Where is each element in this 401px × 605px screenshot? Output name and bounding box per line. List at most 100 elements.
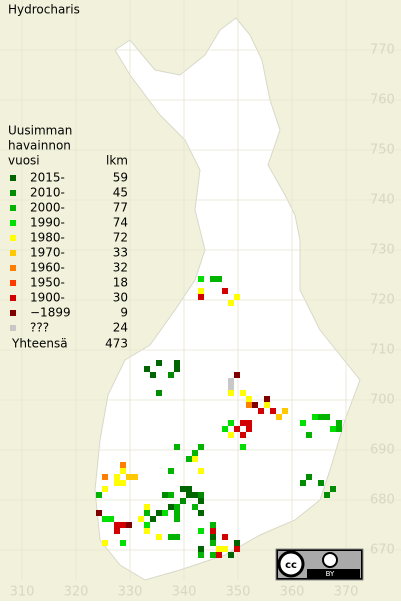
observation-square: [246, 396, 252, 402]
observation-square: [318, 480, 324, 486]
observation-square: [114, 474, 120, 480]
observation-square: [186, 486, 192, 492]
observation-square: [234, 426, 240, 432]
observation-square: [96, 510, 102, 516]
observation-square: [228, 378, 234, 384]
legend-swatch: [10, 205, 16, 211]
observation-square: [114, 480, 120, 486]
observation-square: [168, 504, 174, 510]
x-axis-label: 350: [226, 585, 251, 600]
legend-label: 1950-: [30, 276, 65, 290]
cc-text: cc: [285, 560, 297, 571]
legend-count: 9: [120, 306, 128, 320]
observation-square: [144, 366, 150, 372]
legend-swatch: [10, 295, 16, 301]
observation-square: [198, 492, 204, 498]
x-axis-label: 370: [334, 585, 359, 600]
observation-square: [258, 408, 264, 414]
observation-square: [216, 552, 222, 558]
legend-heading: Uusimman: [8, 124, 72, 138]
legend-swatch: [10, 280, 16, 286]
observation-square: [198, 498, 204, 504]
observation-square: [210, 528, 216, 534]
observation-square: [144, 528, 150, 534]
observation-square: [198, 294, 204, 300]
observation-square: [210, 552, 216, 558]
observation-square: [306, 432, 312, 438]
by-icon: [322, 552, 338, 568]
observation-square: [198, 510, 204, 516]
y-axis-label: 760: [370, 93, 395, 108]
observation-square: [174, 366, 180, 372]
observation-square: [120, 480, 126, 486]
y-axis-label: 770: [370, 43, 395, 58]
observation-square: [174, 504, 180, 510]
legend-label: 2000-: [30, 201, 65, 215]
observation-square: [162, 492, 168, 498]
legend-label: −1899: [30, 306, 71, 320]
observation-square: [222, 546, 228, 552]
legend-swatch: [10, 175, 16, 181]
observation-square: [186, 456, 192, 462]
legend-label: 2010-: [30, 186, 65, 200]
y-axis-label: 720: [370, 293, 395, 308]
legend-count: 72: [113, 231, 128, 245]
observation-square: [276, 414, 282, 420]
x-axis-label: 310: [10, 585, 35, 600]
legend-swatch: [10, 220, 16, 226]
observation-square: [240, 444, 246, 450]
observation-square: [174, 534, 180, 540]
observation-square: [198, 288, 204, 294]
observation-square: [228, 300, 234, 306]
observation-square: [102, 486, 108, 492]
legend-label: 1980-: [30, 231, 65, 245]
observation-square: [228, 390, 234, 396]
observation-square: [174, 510, 180, 516]
observation-square: [228, 432, 234, 438]
observation-square: [198, 444, 204, 450]
observation-square: [198, 468, 204, 474]
observation-square: [198, 276, 204, 282]
y-axis-label: 700: [370, 393, 395, 408]
observation-square: [102, 516, 108, 522]
observation-square: [102, 474, 108, 480]
legend-swatch: [10, 310, 16, 316]
finland-outline: [94, 17, 361, 581]
y-axis-label: 730: [370, 243, 395, 258]
title: Hydrocharis: [8, 3, 80, 17]
observation-square: [168, 534, 174, 540]
observation-square: [120, 540, 126, 546]
observation-square: [192, 450, 198, 456]
observation-square: [168, 372, 174, 378]
legend-swatch: [10, 235, 16, 241]
observation-square: [270, 408, 276, 414]
observation-square: [162, 510, 168, 516]
by-text: BY: [326, 570, 335, 578]
observation-square: [228, 384, 234, 390]
observations: [96, 276, 342, 558]
observation-square: [174, 516, 180, 522]
observation-square: [126, 522, 132, 528]
observation-square: [144, 504, 150, 510]
observation-square: [96, 492, 102, 498]
observation-square: [138, 516, 144, 522]
observation-square: [234, 294, 240, 300]
observation-square: [156, 360, 162, 366]
observation-square: [108, 516, 114, 522]
observation-square: [330, 486, 336, 492]
observation-square: [168, 492, 174, 498]
observation-square: [132, 474, 138, 480]
y-axis-label: 740: [370, 193, 395, 208]
observation-square: [168, 468, 174, 474]
legend-label: 1960-: [30, 261, 65, 275]
observation-square: [180, 486, 186, 492]
observation-square: [318, 414, 324, 420]
legend-count: 33: [113, 246, 128, 260]
cc-icon: [277, 550, 305, 578]
observation-square: [312, 414, 318, 420]
legend-count: 77: [113, 201, 128, 215]
observation-square: [156, 534, 162, 540]
observation-square: [228, 420, 234, 426]
observation-square: [240, 390, 246, 396]
observation-square: [198, 546, 204, 552]
